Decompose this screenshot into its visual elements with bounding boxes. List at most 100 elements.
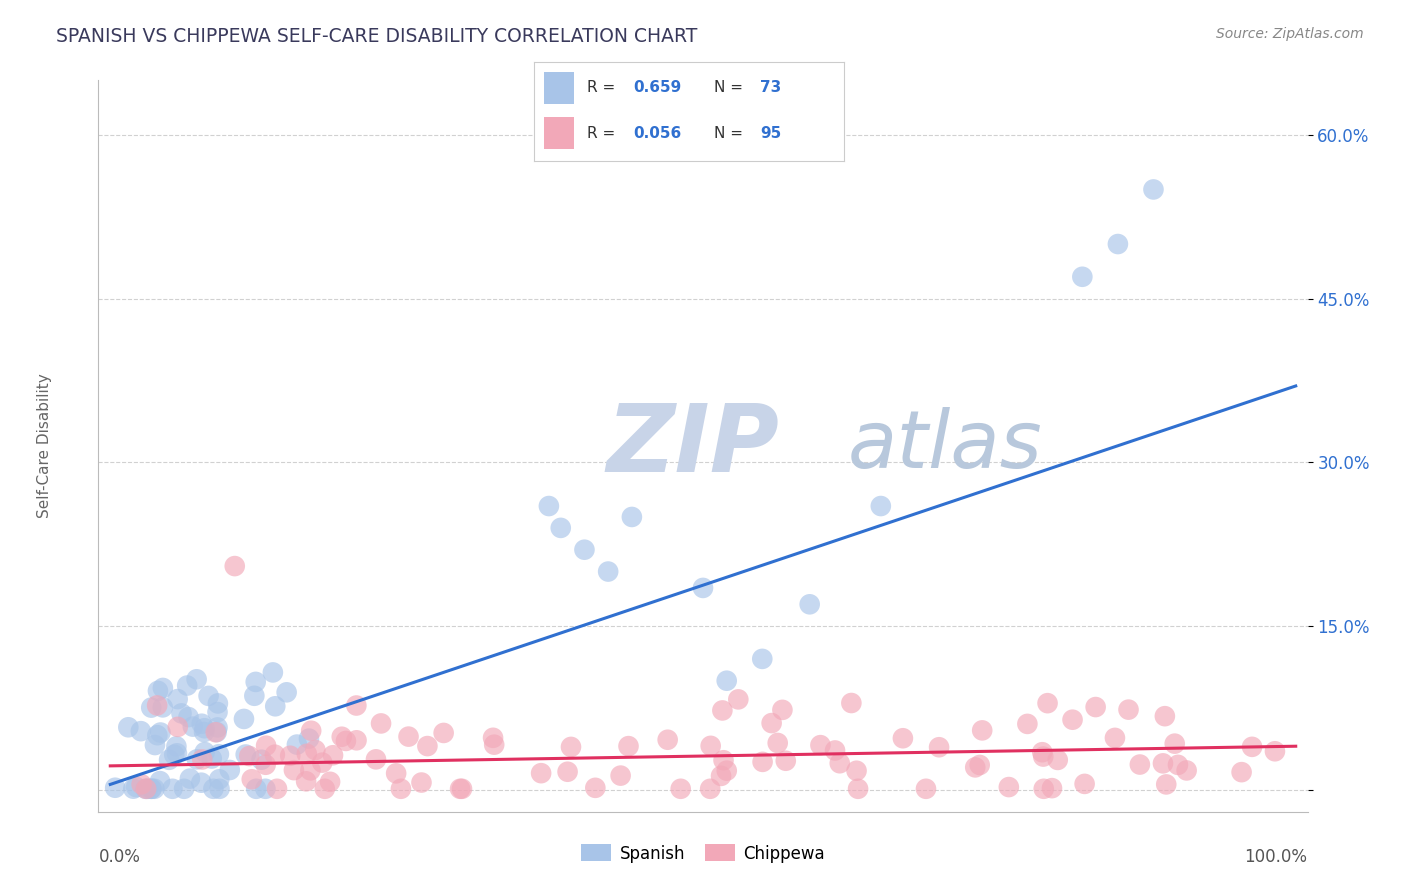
Point: [1152, 756, 1174, 771]
Point: [177, 710, 200, 724]
Point: [233, 712, 256, 726]
Point: [166, 720, 188, 734]
Point: [330, 730, 353, 744]
Point: [283, 763, 305, 777]
Point: [1036, 696, 1059, 710]
Point: [146, 684, 169, 698]
Point: [266, 781, 288, 796]
Point: [166, 747, 188, 761]
Point: [135, 781, 157, 796]
Point: [574, 542, 596, 557]
Point: [557, 764, 579, 779]
Point: [1040, 781, 1063, 796]
Text: N =: N =: [714, 80, 742, 95]
Point: [245, 674, 267, 689]
Point: [482, 738, 505, 752]
Point: [713, 753, 735, 767]
Point: [335, 734, 357, 748]
Point: [311, 756, 333, 770]
Point: [1142, 182, 1164, 196]
Point: [207, 697, 229, 711]
Point: [969, 758, 991, 772]
Point: [193, 721, 215, 735]
Point: [560, 739, 582, 754]
Point: [915, 781, 938, 796]
Bar: [544, 118, 575, 149]
Point: [104, 780, 127, 795]
Point: [190, 775, 212, 789]
Text: 95: 95: [761, 126, 782, 141]
Point: [1154, 777, 1177, 791]
Point: [163, 747, 186, 762]
Text: R =: R =: [586, 126, 614, 141]
Text: atlas: atlas: [848, 407, 1043, 485]
Point: [238, 749, 260, 764]
Point: [751, 652, 773, 666]
Point: [1017, 717, 1039, 731]
Point: [972, 723, 994, 738]
Text: 0.659: 0.659: [633, 80, 682, 95]
Point: [254, 739, 277, 753]
Point: [149, 774, 172, 789]
Point: [152, 681, 174, 695]
Point: [276, 685, 298, 699]
Text: ZIP: ZIP: [606, 400, 779, 492]
Point: [716, 673, 738, 688]
Point: [202, 781, 225, 796]
Point: [344, 698, 367, 713]
Point: [117, 720, 139, 734]
Point: [598, 565, 620, 579]
Point: [433, 726, 456, 740]
Point: [278, 748, 301, 763]
Point: [775, 754, 797, 768]
Text: 0.0%: 0.0%: [98, 848, 141, 866]
Point: [264, 747, 287, 762]
Point: [207, 705, 229, 719]
Point: [254, 757, 277, 772]
Point: [710, 769, 733, 783]
Text: Source: ZipAtlas.com: Source: ZipAtlas.com: [1216, 27, 1364, 41]
Point: [141, 700, 163, 714]
Point: [692, 581, 714, 595]
Point: [141, 781, 163, 796]
Point: [530, 766, 553, 780]
Point: [136, 781, 159, 796]
Point: [799, 597, 821, 611]
Point: [411, 775, 433, 789]
Text: SPANISH VS CHIPPEWA SELF-CARE DISABILITY CORRELATION CHART: SPANISH VS CHIPPEWA SELF-CARE DISABILITY…: [56, 27, 697, 45]
Point: [1104, 731, 1126, 745]
Point: [385, 766, 408, 780]
Point: [245, 781, 267, 796]
Point: [191, 752, 214, 766]
Point: [125, 780, 148, 794]
Legend: Spanish, Chippewa: Spanish, Chippewa: [575, 838, 831, 869]
Point: [1264, 744, 1286, 758]
Point: [1118, 703, 1140, 717]
Point: [250, 753, 273, 767]
Point: [845, 764, 868, 778]
Point: [1129, 757, 1152, 772]
Point: [173, 781, 195, 796]
Point: [1230, 765, 1253, 780]
Point: [224, 559, 246, 574]
Point: [299, 723, 322, 738]
Point: [810, 738, 832, 752]
Text: R =: R =: [586, 80, 614, 95]
Point: [1032, 749, 1054, 764]
Point: [181, 720, 204, 734]
Point: [891, 731, 914, 746]
Point: [1241, 739, 1264, 754]
Point: [143, 781, 166, 796]
Point: [143, 738, 166, 752]
Point: [157, 753, 180, 767]
Point: [208, 772, 231, 787]
Point: [928, 740, 950, 755]
Point: [254, 781, 277, 796]
Point: [240, 772, 263, 787]
Text: 0.056: 0.056: [633, 126, 682, 141]
Point: [389, 781, 412, 796]
Point: [165, 739, 187, 754]
Point: [1107, 237, 1129, 252]
Point: [699, 781, 721, 796]
Point: [135, 781, 157, 796]
